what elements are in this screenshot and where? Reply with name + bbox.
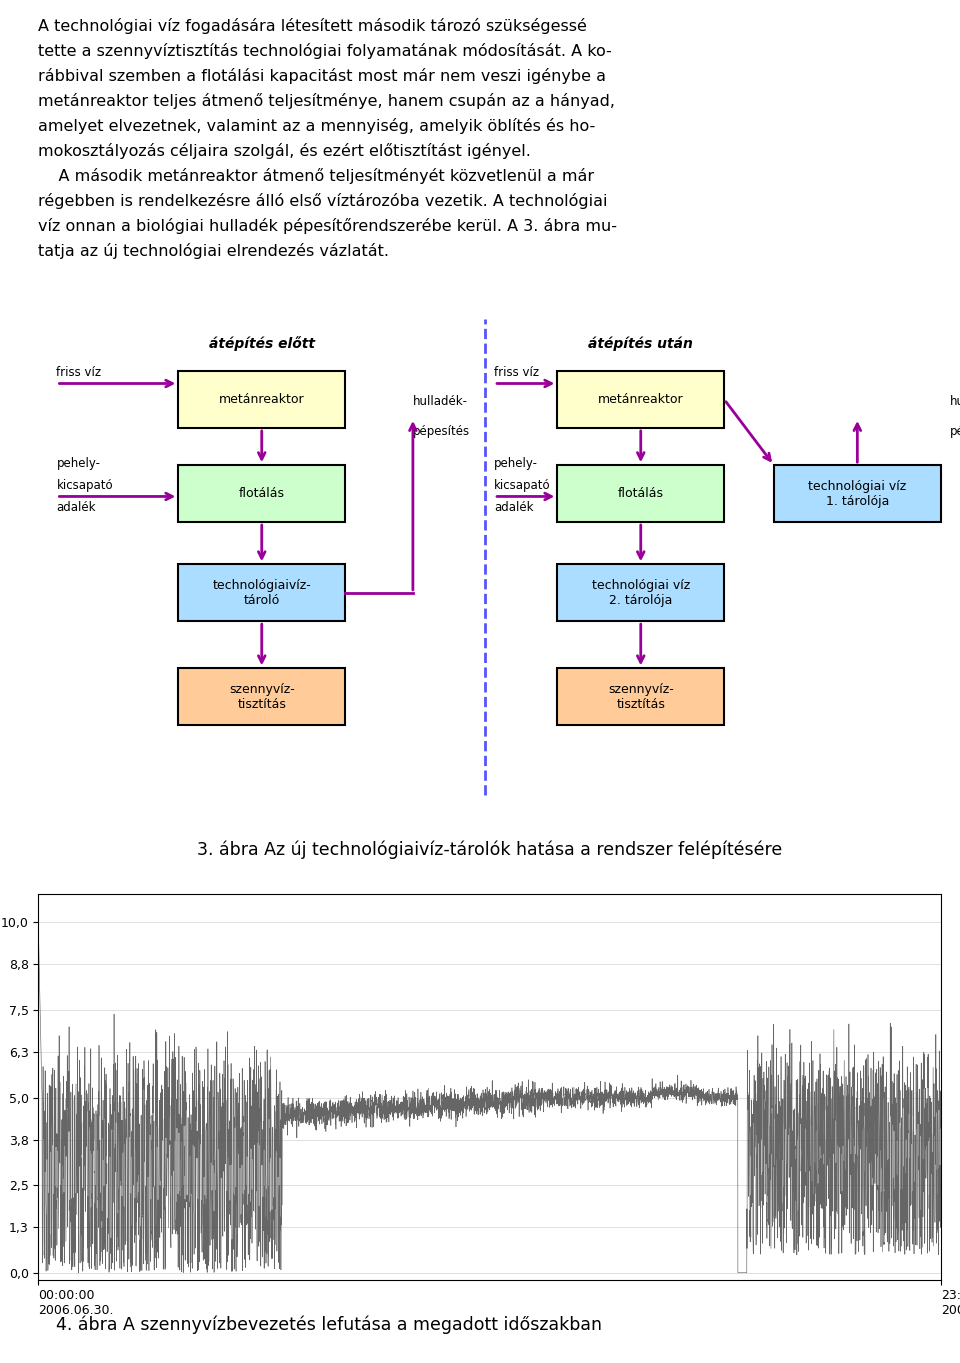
Text: kicsapató: kicsapató (494, 480, 551, 492)
Text: 3. ábra Az új technológiaivíz-tárolók hatása a rendszer felépítésére: 3. ábra Az új technológiaivíz-tárolók ha… (197, 840, 782, 859)
Text: flotálás: flotálás (239, 487, 285, 500)
Text: hulladék-: hulladék- (949, 395, 960, 408)
Text: technológiai víz
1. tárolója: technológiai víz 1. tárolója (808, 480, 906, 507)
FancyBboxPatch shape (557, 371, 724, 428)
Text: pehely-: pehely- (494, 457, 539, 470)
FancyBboxPatch shape (179, 465, 346, 522)
Text: amelyet elvezetnek, valamint az a mennyiség, amelyik öblítés és ho-: amelyet elvezetnek, valamint az a mennyi… (38, 119, 595, 134)
Text: átépítés előtt: átépítés előtt (208, 337, 315, 352)
Text: adalék: adalék (57, 502, 96, 514)
Text: metánreaktor teljes átmenő teljesítménye, hanem csupán az a hányad,: metánreaktor teljes átmenő teljesítménye… (38, 93, 615, 109)
Text: metánreaktor: metánreaktor (598, 393, 684, 406)
Text: tatja az új technológiai elrendezés vázlatát.: tatja az új technológiai elrendezés vázl… (38, 244, 390, 259)
Text: friss víz: friss víz (57, 365, 102, 379)
Text: technológiai víz
2. tárolója: technológiai víz 2. tárolója (591, 579, 690, 607)
FancyBboxPatch shape (557, 668, 724, 725)
FancyBboxPatch shape (557, 564, 724, 622)
FancyBboxPatch shape (179, 564, 346, 622)
Text: 4. ábra A szennyvízbevezetés lefutása a megadott időszakban: 4. ábra A szennyvízbevezetés lefutása a … (57, 1315, 603, 1334)
Text: friss víz: friss víz (494, 365, 540, 379)
Text: tette a szennyvíztisztítás technológiai folyamatának módosítását. A ko-: tette a szennyvíztisztítás technológiai … (38, 44, 612, 59)
Text: adalék: adalék (494, 502, 534, 514)
Text: technológiaivíz-
tároló: technológiaivíz- tároló (212, 579, 311, 607)
Text: víz onnan a biológiai hulladék pépesítőrendszerébe kerül. A 3. ábra mu-: víz onnan a biológiai hulladék pépesítőr… (38, 218, 617, 234)
Text: A második metánreaktor átmenő teljesítményét közvetlenül a már: A második metánreaktor átmenő teljesítmé… (38, 168, 594, 184)
Text: pehely-: pehely- (57, 457, 101, 470)
Text: metánreaktor: metánreaktor (219, 393, 304, 406)
FancyBboxPatch shape (179, 668, 346, 725)
Text: mokosztályozás céljaira szolgál, és ezért előtisztítást igényel.: mokosztályozás céljaira szolgál, és ezér… (38, 143, 531, 159)
Text: hulladék-: hulladék- (413, 395, 468, 408)
Text: átépítés után: átépítés után (588, 337, 693, 350)
Text: pépesítés: pépesítés (949, 425, 960, 438)
FancyBboxPatch shape (774, 465, 941, 522)
Text: szennyvíz-
tisztítás: szennyvíz- tisztítás (608, 683, 674, 710)
FancyBboxPatch shape (179, 371, 346, 428)
Text: kicsapató: kicsapató (57, 480, 113, 492)
FancyBboxPatch shape (557, 465, 724, 522)
Text: szennyvíz-
tisztítás: szennyvíz- tisztítás (228, 683, 295, 710)
Text: A technológiai víz fogadására létesített második tározó szükségessé: A technológiai víz fogadására létesített… (38, 18, 588, 34)
Text: rábbival szemben a flotálási kapacitást most már nem veszi igénybe a: rábbival szemben a flotálási kapacitást … (38, 68, 607, 85)
Text: pépesítés: pépesítés (413, 425, 470, 438)
Text: flotálás: flotálás (617, 487, 663, 500)
Text: régebben is rendelkezésre álló első víztározóba vezetik. A technológiai: régebben is rendelkezésre álló első vízt… (38, 194, 608, 210)
